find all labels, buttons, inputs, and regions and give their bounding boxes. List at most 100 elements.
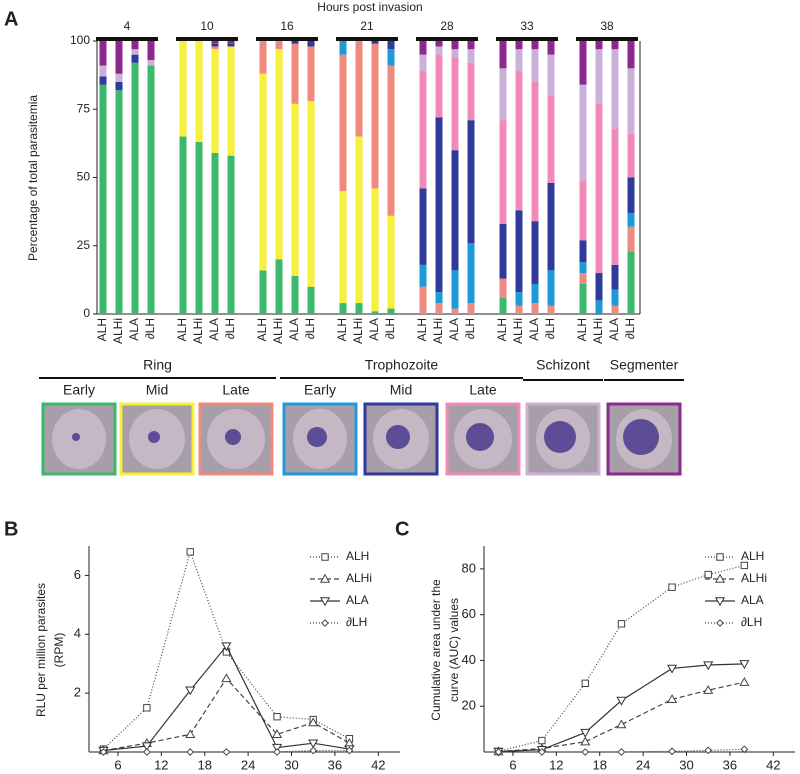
marker — [141, 742, 152, 752]
x-tick-label: ALHi — [191, 318, 205, 344]
cell-frame — [119, 402, 195, 476]
marker — [668, 747, 676, 756]
bar-segment — [595, 300, 603, 314]
bar-segment — [419, 71, 427, 189]
bar-segment — [339, 54, 347, 192]
bar-segment — [355, 303, 363, 314]
group-label: 38 — [600, 19, 614, 33]
series-line — [498, 663, 745, 753]
x-tick-label: ALA — [127, 318, 141, 341]
marker — [616, 696, 627, 706]
marker — [321, 619, 329, 627]
x-tick-label: ALHi — [591, 318, 605, 344]
marker — [271, 729, 283, 739]
y-tick-label: 80 — [462, 560, 476, 575]
bar-segment — [611, 289, 619, 306]
marker — [666, 664, 678, 674]
marker — [319, 597, 331, 607]
bar-segment — [499, 278, 507, 298]
bar-segment — [99, 41, 107, 66]
bar-segment — [435, 46, 443, 55]
bar-segment — [387, 215, 395, 309]
bar-segment — [547, 41, 555, 55]
bar-segment — [131, 62, 139, 315]
bar-segment — [131, 54, 139, 63]
bar-segment — [627, 251, 635, 314]
bar-segment — [531, 303, 539, 314]
x-tick-label: 6 — [509, 757, 516, 772]
marker — [704, 570, 712, 579]
bar-segment — [419, 286, 427, 314]
y-axis-label: (RPM) — [52, 633, 66, 668]
bar-segment — [275, 41, 283, 50]
marker — [99, 748, 108, 756]
bar-segment — [451, 57, 459, 151]
bar-segment — [387, 49, 395, 66]
bar-segment — [339, 191, 347, 304]
bar-segment — [531, 221, 539, 284]
bar-segment — [595, 49, 603, 104]
x-tick-label: ALH — [95, 318, 109, 341]
marker — [581, 748, 590, 756]
x-tick-label: 42 — [371, 757, 385, 772]
substage-label: Late — [222, 382, 249, 398]
bar-segment — [435, 117, 443, 293]
bar-segment — [259, 73, 267, 271]
marker — [714, 573, 726, 583]
bar-segment — [419, 54, 427, 72]
bar-segment — [419, 188, 427, 265]
bar-segment — [307, 46, 315, 102]
x-tick-label: ALA — [607, 318, 621, 341]
substage-label: Mid — [146, 382, 169, 398]
marker — [739, 676, 750, 686]
bar-segment — [131, 49, 139, 55]
marker — [186, 548, 194, 556]
bar-segment — [211, 41, 219, 44]
group-label: 33 — [520, 19, 534, 33]
bar-segment — [99, 65, 107, 77]
legend-label: ∂LH — [346, 615, 367, 629]
x-tick-label: ∂LH — [543, 318, 557, 339]
bar-segment — [547, 54, 555, 96]
bar-segment — [291, 41, 299, 44]
x-tick-label: 18 — [197, 757, 211, 772]
x-tick-label: 12 — [154, 757, 168, 772]
bar-segment — [99, 76, 107, 85]
marker — [666, 694, 678, 704]
bar-segment — [371, 188, 379, 312]
x-tick-label: ALH — [255, 318, 269, 341]
bar-segment — [579, 273, 587, 284]
x-tick-label: ∂LH — [143, 318, 157, 339]
marker — [309, 746, 318, 755]
marker — [704, 746, 713, 755]
bar-segment — [227, 41, 235, 44]
x-tick-label: 18 — [592, 757, 606, 772]
x-tick-label: ALA — [367, 318, 381, 341]
bar-segment — [147, 65, 155, 314]
marker — [580, 728, 591, 738]
marker — [321, 553, 329, 561]
bar-segment — [387, 65, 395, 216]
marker — [740, 561, 749, 570]
bar-segment — [467, 303, 475, 314]
y-tick-label: 6 — [74, 567, 81, 582]
x-tick-label: ∂LH — [383, 318, 397, 339]
marker — [273, 712, 281, 721]
bar-segment — [579, 84, 587, 181]
bar-segment — [579, 180, 587, 241]
y-axis-label: Cumulative area under the — [429, 579, 443, 721]
bar-segment — [627, 68, 635, 134]
bar-segment — [547, 270, 555, 306]
cell-frame — [445, 402, 521, 476]
cell-frame — [41, 402, 117, 476]
bar-segment — [499, 223, 507, 279]
bar-segment — [291, 275, 299, 314]
bar-segment — [339, 303, 347, 314]
y-tick-label: 0 — [83, 306, 90, 320]
bar-segment — [515, 49, 523, 72]
panel-label: B — [4, 518, 18, 540]
legend-label: ALA — [741, 593, 764, 607]
parasite — [72, 433, 80, 441]
substage-label: Late — [469, 382, 496, 398]
